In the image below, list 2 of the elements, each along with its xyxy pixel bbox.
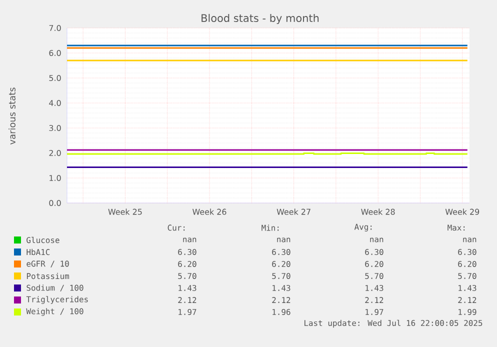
y-axis-title: various stats — [8, 88, 16, 145]
chart-title: Blood stats - by month — [202, 14, 319, 24]
